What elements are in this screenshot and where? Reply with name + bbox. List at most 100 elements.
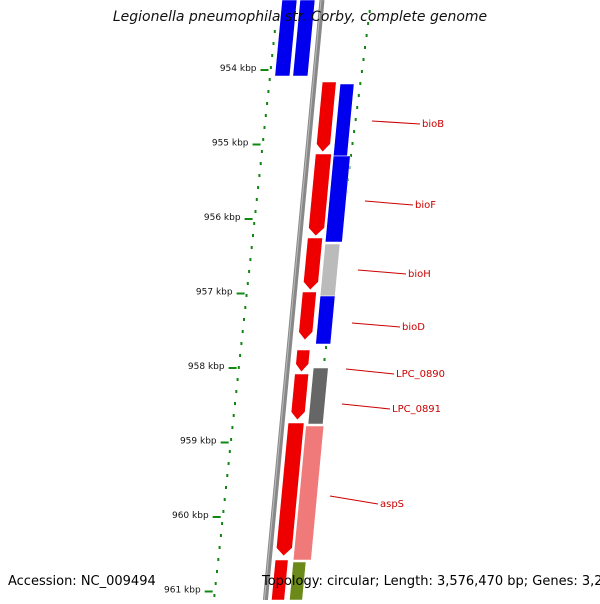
gc-dot [267,90,270,93]
gc-dot [244,306,247,309]
gene-label: bioF [415,200,436,211]
gc-dot [356,106,359,109]
gene-block-other [319,243,341,297]
gene-labels: bioB bioF bioH bioD LPC_0890 LPC_0891 aspS [329,119,445,510]
gc-dot [243,318,245,321]
gene-block-reverse [324,155,351,243]
tick-marks: 954 kbp 955 kbp 956 kbp 957 kbp 958 kbp 959 k… [164,64,269,596]
gc-dot [262,138,265,141]
gene-block-forward [303,237,323,291]
gc-dot [250,246,253,249]
tick-label: 957 kbp [196,288,233,298]
tick-label: 958 kbp [188,362,225,372]
gene-block-reverse [274,0,298,77]
topology-label: Topology: circular; Length: 3,576,470 bp… [262,574,600,589]
gene-block-forward [290,373,310,421]
gc-dot [234,402,236,405]
gc-dot [249,258,252,261]
gc-dot [364,46,366,49]
gene-tracks [271,0,355,601]
gc-dot [323,358,326,361]
gc-dot [269,66,272,69]
tick-label: 959 kbp [180,437,217,447]
gc-dot [222,510,225,513]
gc-dot [227,462,230,465]
gc-dot [271,54,274,57]
gc-dot [259,162,262,165]
gc-dot [236,378,239,381]
gene-block-forward [316,81,337,153]
gc-dot [216,570,218,573]
gene-label-leader [345,368,395,375]
gc-dot [258,174,261,177]
gc-dot [231,426,234,429]
tick-label: 961 kbp [164,586,201,596]
gc-dot [235,390,238,393]
gene-block-forward [298,291,317,341]
gc-dot [359,82,362,85]
backbone [262,0,325,601]
gc-dot [232,414,235,417]
backbone-line [262,0,325,601]
gc-dot [241,330,244,333]
gc-dot [218,546,221,549]
gene-block-forward [295,349,311,373]
gc-dot [228,450,231,453]
gc-dot [272,42,275,45]
gene-block-other [307,367,329,425]
gene-block-reverse [315,295,336,345]
gc-dot [219,534,222,537]
gc-dot [253,222,256,225]
gc-dot [351,142,354,145]
gene-label: aspS [380,499,404,510]
tick-label: 956 kbp [204,213,241,223]
tick-label: 960 kbp [172,511,209,521]
gc-dot [266,102,269,105]
gene-block-other [292,425,325,561]
gc-dot [264,114,267,117]
gene-block-reverse [332,83,355,157]
gene-label-leader [329,495,379,505]
gc-dot [225,486,227,489]
gc-dot [223,498,226,501]
gc-dot [362,58,365,61]
gc-dot [240,342,243,345]
gc-dot [260,150,263,153]
gc-dot [273,30,276,33]
gene-label-leader [364,200,414,206]
gc-dot [365,34,368,37]
gc-dot [245,294,248,297]
tick-label: 955 kbp [212,139,249,149]
gc-dot [221,522,224,525]
gc-dot [353,130,356,133]
gene-block-forward [308,153,332,237]
gene-label: LPC_0891 [392,404,441,415]
gc-dot [354,118,357,121]
gene-label: bioH [408,269,431,280]
gene-block-forward [275,422,305,557]
gc-dot [246,282,249,285]
gc-dot [214,582,217,585]
gc-dot [248,270,251,273]
gc-dot [368,10,371,13]
gene-label-leader [371,120,421,125]
accession-label: Accession: NC_009494 [8,574,156,589]
gc-dot [255,198,258,201]
gc-dot [254,210,257,213]
gene-label: bioB [422,119,444,130]
gc-dot [230,438,233,441]
gene-label: bioD [402,322,425,333]
gene-label: LPC_0890 [396,369,445,380]
gc-dot [325,346,327,349]
gene-block-reverse [292,0,316,77]
gc-dot [360,70,363,73]
gene-label-leader [341,403,391,410]
gc-dot [226,474,229,477]
gene-label-leader [351,322,401,328]
gc-dot [257,186,260,189]
gc-dot [263,126,266,129]
gc-dot [357,94,360,97]
gc-dot [237,366,240,369]
